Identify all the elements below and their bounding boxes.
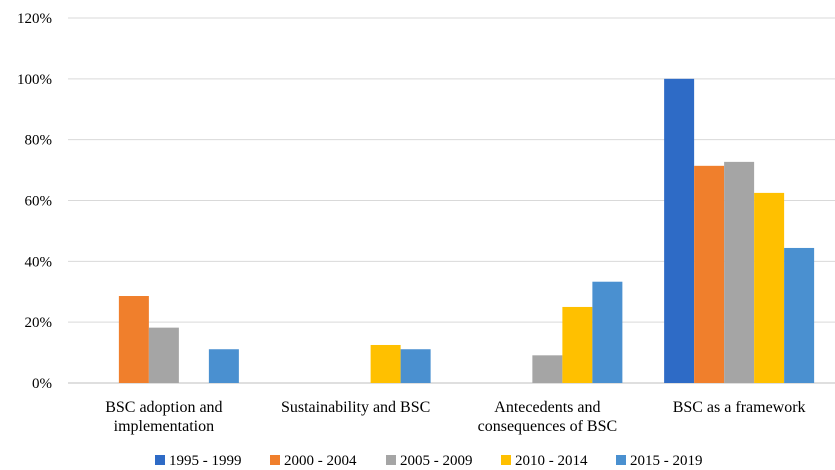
category-label: Sustainability and BSC [281, 399, 430, 416]
legend-swatch [501, 455, 511, 465]
bar [148, 327, 179, 383]
y-tick-label: 0% [32, 376, 52, 392]
legend-label: 1995 - 1999 [169, 453, 242, 469]
bar [370, 344, 401, 383]
bar [592, 281, 623, 383]
bar [694, 165, 725, 383]
y-tick-label: 100% [17, 72, 52, 88]
bar [754, 192, 785, 383]
y-tick-label: 20% [25, 315, 53, 331]
legend-swatch [616, 455, 626, 465]
bars [118, 78, 815, 383]
y-axis-ticks: 0% 20% 40% 60% 80% 100% 120% [17, 11, 52, 392]
bar [784, 247, 815, 383]
y-tick-label: 40% [25, 254, 53, 270]
legend-swatch [270, 455, 280, 465]
bar [724, 161, 755, 383]
bar [208, 349, 239, 383]
legend: 1995 - 1999 2000 - 2004 2005 - 2009 2010 - … [155, 453, 703, 469]
category-label: consequences of BSC [478, 418, 618, 435]
category-label: BSC as a framework [673, 399, 806, 416]
bar [664, 78, 695, 383]
bar [562, 306, 593, 383]
legend-label: 2010 - 2014 [515, 453, 588, 469]
category-label: BSC adoption and [105, 399, 222, 416]
legend-swatch [386, 455, 396, 465]
category-label: Antecedents and [494, 399, 600, 416]
legend-swatch [155, 455, 165, 465]
bar [400, 349, 431, 383]
category-label: implementation [114, 418, 214, 435]
legend-label: 2000 - 2004 [284, 453, 357, 469]
legend-label: 2005 - 2009 [400, 453, 473, 469]
y-tick-label: 120% [17, 11, 52, 27]
bar [532, 355, 563, 383]
gridlines [68, 17, 835, 384]
y-tick-label: 80% [25, 133, 53, 149]
bar [118, 296, 149, 383]
y-tick-label: 60% [25, 194, 53, 210]
x-axis-categories: BSC adoption and implementation Sustainabi… [105, 399, 805, 435]
legend-label: 2015 - 2019 [630, 453, 703, 469]
